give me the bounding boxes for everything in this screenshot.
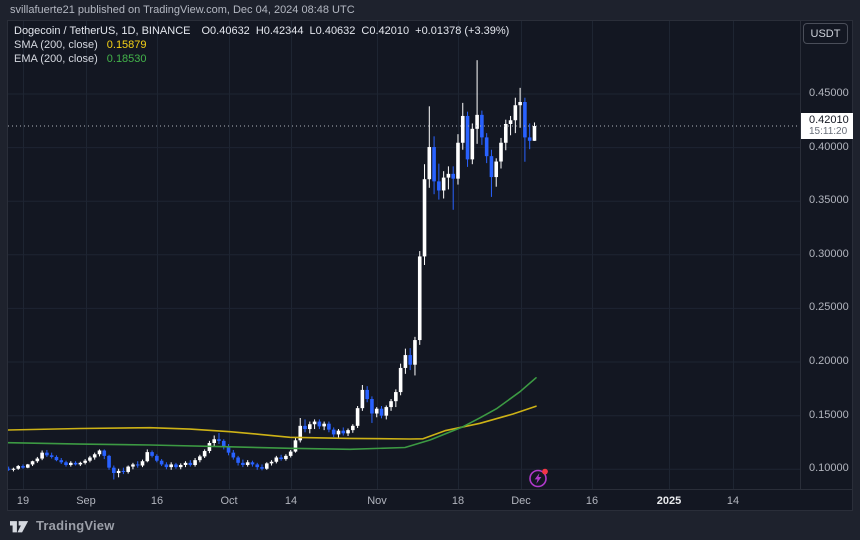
indicator-row-sma[interactable]: SMA (200, close) 0.15879 — [14, 39, 515, 52]
currency-toggle-button[interactable]: USDT — [803, 23, 848, 44]
chart-legend: Dogecoin / TetherUS, 1D, BINANCE O0.4063… — [14, 25, 515, 67]
bar-countdown: 15:11:20 — [809, 126, 848, 137]
time-tick-label: Oct — [220, 495, 238, 507]
event-circle — [529, 469, 547, 488]
tradingview-logo-icon[interactable] — [10, 517, 29, 534]
chart-panel: Dogecoin / TetherUS, 1D, BINANCE O0.4063… — [8, 21, 853, 510]
time-tick-label: 16 — [150, 495, 164, 507]
ema-label: EMA (200, close) — [14, 53, 98, 65]
event-lightning-icon[interactable] — [526, 466, 550, 490]
last-price-value: 0.42010 — [809, 114, 849, 126]
price-tick-label: 0.30000 — [809, 248, 849, 260]
time-tick-label: 18 — [451, 495, 465, 507]
candlestick-plot[interactable] — [8, 21, 800, 489]
symbol-title[interactable]: Dogecoin / TetherUS, 1D, BINANCE — [14, 25, 191, 37]
time-tick-label: Dec — [511, 495, 531, 507]
lightning-bolt-glyph — [534, 473, 542, 484]
sma-value: 0.15879 — [106, 39, 147, 51]
time-tick-label: Nov — [367, 495, 387, 507]
price-tick-label: 0.25000 — [809, 301, 849, 313]
ohlc-high: H0.42344 — [255, 25, 304, 37]
ohlc-open: O0.40632 — [201, 25, 250, 37]
time-tick-label: 14 — [284, 495, 298, 507]
price-tick-label: 0.15000 — [809, 409, 849, 421]
price-tick-label: 0.20000 — [809, 355, 849, 367]
attribution-footer: TradingView — [10, 514, 115, 536]
time-tick-label: 14 — [726, 495, 740, 507]
tradingview-wordmark[interactable]: TradingView — [36, 517, 115, 533]
last-price-label: 0.42010 15:11:20 — [801, 113, 853, 139]
time-tick-label: 19 — [16, 495, 30, 507]
price-tick-label: 0.35000 — [809, 194, 849, 206]
time-tick-label: 2025 — [656, 495, 682, 507]
ohlc-low: L0.40632 — [309, 25, 356, 37]
publish-text: svillafuerte21 published on TradingView.… — [10, 4, 355, 16]
price-tick-label: 0.10000 — [809, 462, 849, 474]
ema-value: 0.18530 — [106, 53, 147, 65]
ohlc-change: +0.01378 (+3.39%) — [415, 25, 510, 37]
ohlc-close: C0.42010 — [361, 25, 410, 37]
price-axis[interactable]: 0.45000 0.40000 0.35000 0.30000 0.25000 0.200… — [800, 21, 853, 489]
publish-bar: svillafuerte21 published on TradingView.… — [0, 0, 860, 21]
time-axis[interactable]: 19 Sep 16 Oct 14 Nov 18 Dec 16 2025 14 — [8, 489, 852, 510]
sma-label: SMA (200, close) — [14, 39, 98, 51]
symbol-row[interactable]: Dogecoin / TetherUS, 1D, BINANCE O0.4063… — [14, 25, 515, 38]
ohlc-values: O0.40632 H0.42344 L0.40632 C0.42010 +0.01378… — [201, 25, 515, 38]
time-tick-label: 16 — [585, 495, 599, 507]
time-tick-label: Sep — [76, 495, 96, 507]
price-tick-label: 0.45000 — [809, 87, 849, 99]
notification-dot — [542, 468, 548, 475]
indicator-row-ema[interactable]: EMA (200, close) 0.18530 — [14, 53, 515, 66]
price-tick-label: 0.40000 — [809, 141, 849, 153]
